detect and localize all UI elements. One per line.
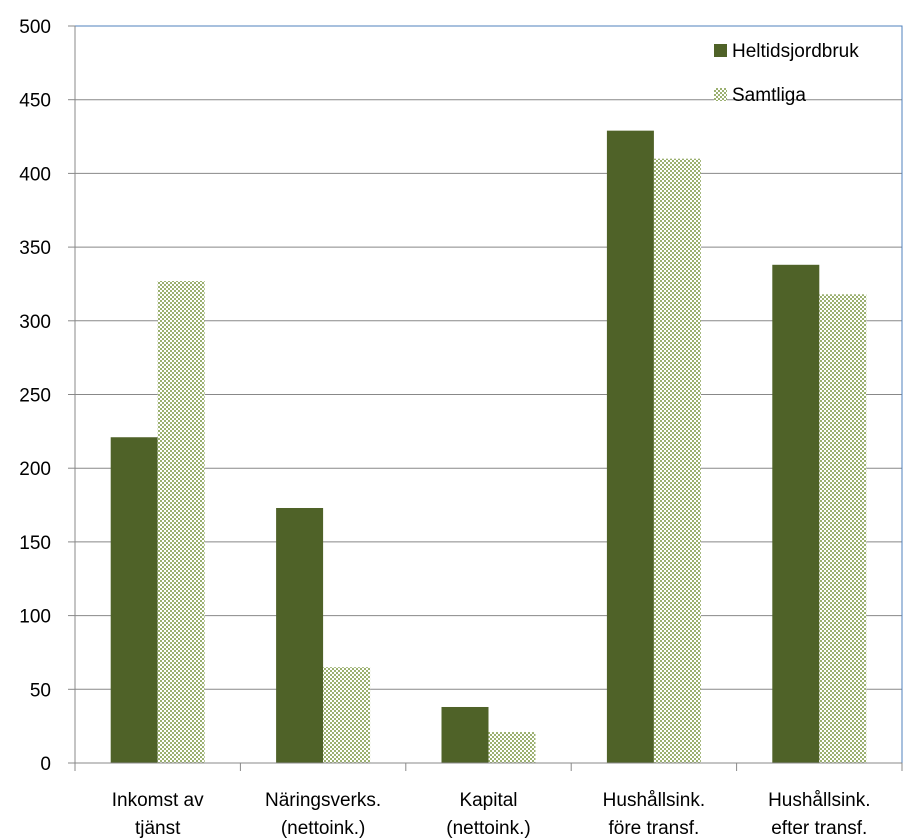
- x-category-label: (nettoink.): [446, 818, 530, 839]
- bar-samtliga: [157, 281, 205, 763]
- x-category-label: Näringsverks.: [265, 790, 381, 811]
- x-category-label: Hushållsink.: [603, 790, 705, 811]
- x-category-label: före transf.: [608, 818, 699, 839]
- y-tick-label: 450: [19, 91, 51, 112]
- y-axis-tick-labels: 0 50 100 150 200 250 300 350 400 450 500: [19, 17, 51, 775]
- legend-label: Samtliga: [732, 85, 806, 106]
- y-tick-label: 400: [19, 164, 51, 185]
- bar-heltidsjordbruk: [110, 437, 158, 763]
- x-category-label: tjänst: [135, 818, 181, 839]
- y-tick-label: 350: [19, 238, 51, 259]
- legend: Heltidsjordbruk Samtliga: [714, 41, 859, 106]
- x-axis-category-labels: Inkomst av tjänst Näringsverks. (nettoink.)…: [112, 790, 871, 839]
- legend-swatch: [714, 44, 727, 57]
- x-category-label: Hushållsink.: [768, 790, 870, 811]
- x-category-label: efter transf.: [771, 818, 867, 839]
- y-tick-label: 100: [19, 607, 51, 628]
- x-category-label: (nettoink.): [281, 818, 365, 839]
- legend-label: Heltidsjordbruk: [732, 41, 859, 62]
- bar-samtliga: [653, 158, 701, 763]
- bar-heltidsjordbruk: [441, 706, 489, 763]
- bar-samtliga: [323, 667, 371, 763]
- bar-heltidsjordbruk: [772, 264, 820, 763]
- bar-heltidsjordbruk: [276, 507, 324, 763]
- bar-samtliga: [488, 732, 536, 763]
- y-tick-label: 500: [19, 17, 51, 38]
- bar-samtliga: [819, 294, 867, 763]
- legend-swatch: [714, 88, 727, 101]
- y-tick-label: 200: [19, 459, 51, 480]
- y-tick-label: 150: [19, 533, 51, 554]
- y-tick-label: 0: [40, 754, 51, 775]
- y-tick-label: 300: [19, 312, 51, 333]
- y-tick-label: 50: [30, 680, 51, 701]
- bars: [110, 130, 867, 764]
- bar-heltidsjordbruk: [606, 130, 654, 764]
- y-tick-label: 250: [19, 386, 51, 407]
- x-category-label: Kapital: [459, 790, 517, 811]
- x-category-label: Inkomst av: [112, 790, 204, 811]
- axes: [68, 25, 903, 771]
